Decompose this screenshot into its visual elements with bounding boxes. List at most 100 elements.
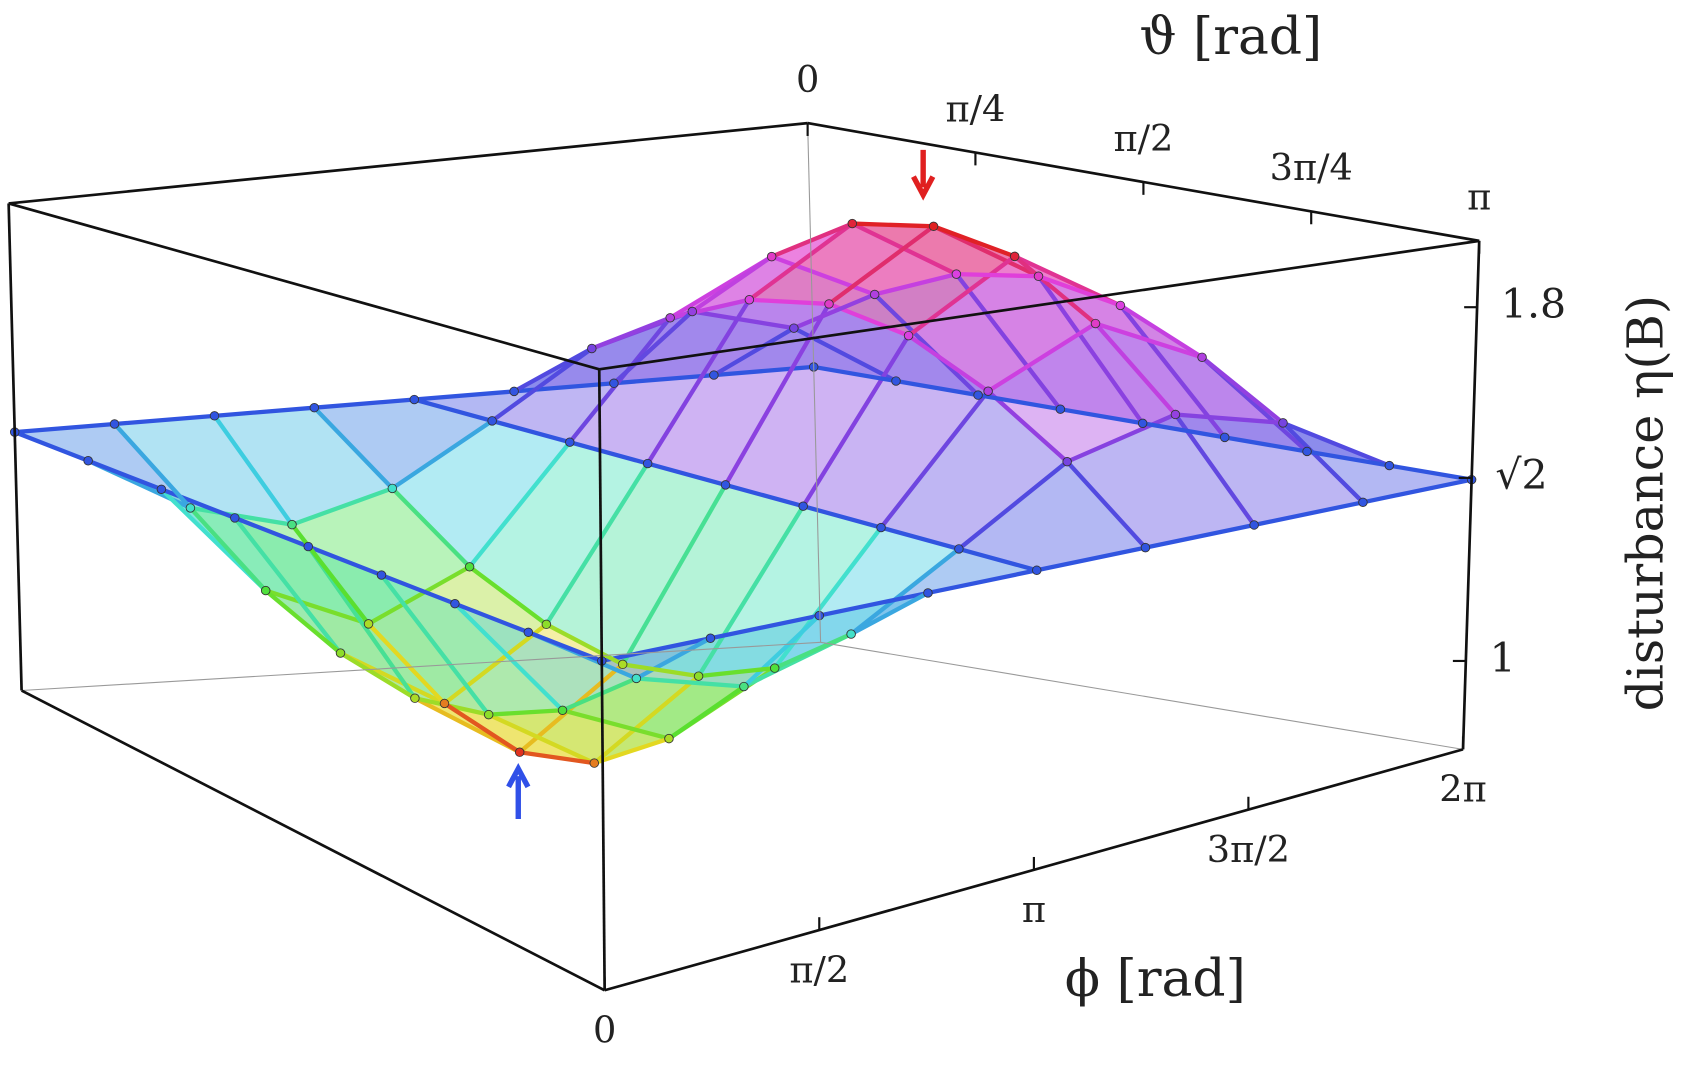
data-point <box>983 386 993 396</box>
phi-curve <box>906 333 991 394</box>
data-point <box>1140 542 1151 553</box>
surface-patch <box>803 335 989 528</box>
surface-patch <box>636 615 820 687</box>
data-point <box>439 698 450 709</box>
theta-curve <box>1360 477 1474 505</box>
theta-curve <box>452 601 565 713</box>
phi-curve <box>338 650 418 701</box>
z-axis-title: disturbance η(B) <box>1616 295 1674 712</box>
phi-curve <box>741 613 822 689</box>
theta-curve <box>634 676 747 689</box>
phi-curve <box>263 588 343 656</box>
phi-curve <box>634 636 713 681</box>
surface-patch <box>381 575 563 715</box>
data-point <box>1249 520 1259 530</box>
data-point <box>230 513 240 523</box>
surface-patch <box>771 223 957 295</box>
theta-curve <box>620 482 728 667</box>
data-point <box>824 299 834 309</box>
data-point <box>1278 418 1288 428</box>
surface-patch <box>1120 305 1308 452</box>
box-edge <box>8 121 808 205</box>
box-edge <box>604 748 1464 992</box>
theta-curve <box>379 572 491 717</box>
data-point <box>687 306 698 317</box>
phi-curve <box>544 622 625 667</box>
data-point <box>617 659 628 670</box>
theta-curve <box>467 440 572 569</box>
data-point <box>557 705 568 716</box>
phi-curve <box>931 224 1017 259</box>
phi-curve <box>85 458 164 492</box>
data-point <box>363 619 374 629</box>
data-point <box>1384 460 1395 471</box>
theta-curve <box>592 674 701 766</box>
data-point <box>869 289 880 300</box>
phi-curve <box>791 292 877 331</box>
phi-curve <box>1058 407 1145 426</box>
data-point <box>1358 497 1368 508</box>
data-point <box>409 394 420 405</box>
data-point <box>514 747 525 757</box>
data-point <box>523 627 534 638</box>
data-point <box>766 251 777 262</box>
data-point <box>387 483 398 494</box>
phi-curve <box>723 482 806 509</box>
data-point <box>705 633 716 643</box>
theta-curve <box>611 372 717 386</box>
phi-curve <box>1140 421 1227 440</box>
y-tick-label: π/2 <box>1113 117 1173 160</box>
surface-patch <box>851 548 1037 635</box>
data-point <box>303 541 314 552</box>
theta-curve <box>544 461 650 627</box>
phi-curve <box>666 684 747 741</box>
z-tick-label: √2 <box>1495 451 1547 499</box>
theta-curve <box>390 418 495 491</box>
x-tick-label: 0 <box>593 1009 616 1052</box>
data-point <box>410 693 420 703</box>
theta-curve <box>826 224 936 307</box>
phi-curve <box>306 544 384 578</box>
data-point <box>846 629 856 639</box>
data-point <box>642 458 653 469</box>
theta-curve <box>1093 321 1205 360</box>
theta-curve <box>599 636 713 664</box>
box-edge <box>21 641 821 692</box>
theta-curve <box>696 504 806 679</box>
phi-curve <box>769 221 855 259</box>
data-point <box>903 330 914 341</box>
surface-patch <box>1095 323 1283 423</box>
surface-patch <box>546 463 726 665</box>
phi-curve <box>1012 254 1098 326</box>
phi-curve <box>1118 303 1205 360</box>
theta-curve <box>486 712 597 766</box>
data-point <box>156 484 167 495</box>
data-point <box>951 269 962 279</box>
phi-curve <box>412 397 495 424</box>
phi-curve <box>467 564 549 627</box>
data-point <box>565 437 575 447</box>
phi-curve <box>390 486 472 569</box>
data-point <box>709 370 719 380</box>
phi-curve <box>1222 435 1310 454</box>
phi-curve <box>1036 274 1123 308</box>
surface-patch <box>454 603 637 711</box>
phi-curve <box>112 421 193 511</box>
surface-patch <box>314 399 493 489</box>
phi-curve <box>975 392 1063 412</box>
data-point <box>1032 565 1042 575</box>
surface-patch <box>308 546 489 715</box>
y-tick-label: π <box>1467 176 1491 219</box>
surface-patch <box>1175 414 1363 525</box>
surface-patch <box>852 223 1039 277</box>
data-point <box>814 610 825 621</box>
data-point <box>798 501 808 511</box>
surface-patch <box>214 407 393 525</box>
phi-curve <box>956 546 1039 573</box>
theta-curve <box>711 364 816 378</box>
data-point <box>973 390 983 400</box>
phi-curve <box>312 405 395 491</box>
theta-curve <box>925 568 1039 596</box>
data-point <box>1137 418 1148 429</box>
surface-patch <box>114 415 293 525</box>
